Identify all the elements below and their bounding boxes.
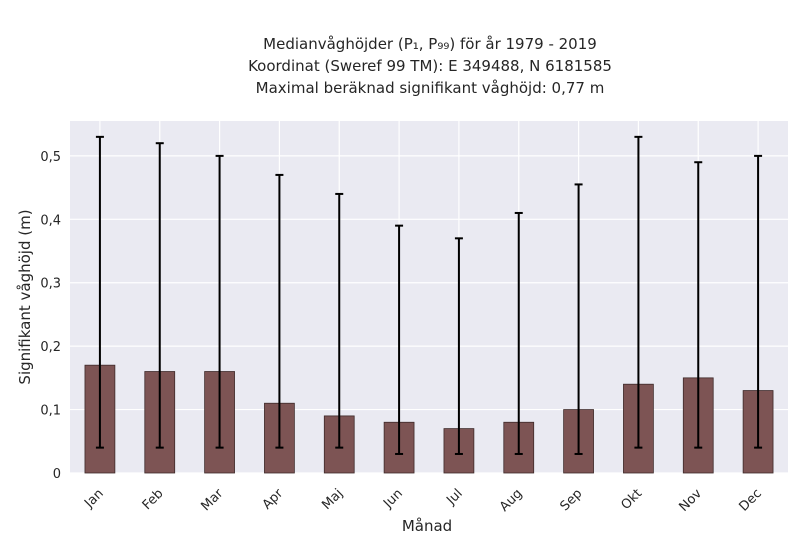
x-tick-label: Apr [260,486,287,513]
x-tick-label: Feb [140,486,167,513]
chart-title-line-2: Koordinat (Sweref 99 TM): E 349488, N 61… [248,57,612,75]
x-tick-label: Jul [443,486,465,508]
x-tick-label: Jun [380,486,406,512]
y-tick-label: 0,2 [40,340,61,355]
chart-title-line-3: Maximal beräknad signifikant våghöjd: 0,… [255,79,605,97]
y-tick-label: 0,1 [40,404,61,419]
y-tick-label: 0,4 [40,213,61,228]
x-tick-label: Aug [497,486,526,515]
x-tick-label: Nov [677,486,706,515]
chart-title-line-1: Medianvåghöjder (P₁, P₉₉) för år 1979 - … [263,35,597,53]
plot-area [70,121,788,473]
y-axis-label: Signifikant våghöjd (m) [16,209,34,384]
chart-title: Medianvåghöjder (P₁, P₉₉) för år 1979 - … [0,33,800,99]
x-tick-label: Dec [737,486,765,514]
x-axis-label: Månad [402,517,452,535]
x-tick-label: Maj [319,486,346,513]
x-tick-label: Okt [618,486,645,513]
y-tick-label: 0 [53,467,61,482]
x-tick-label: Sep [557,486,585,514]
x-tick-label: Mar [198,486,226,514]
y-tick-label: 0,5 [40,150,61,165]
x-tick-label: Jan [81,486,106,511]
y-tick-label: 0,3 [40,277,61,292]
